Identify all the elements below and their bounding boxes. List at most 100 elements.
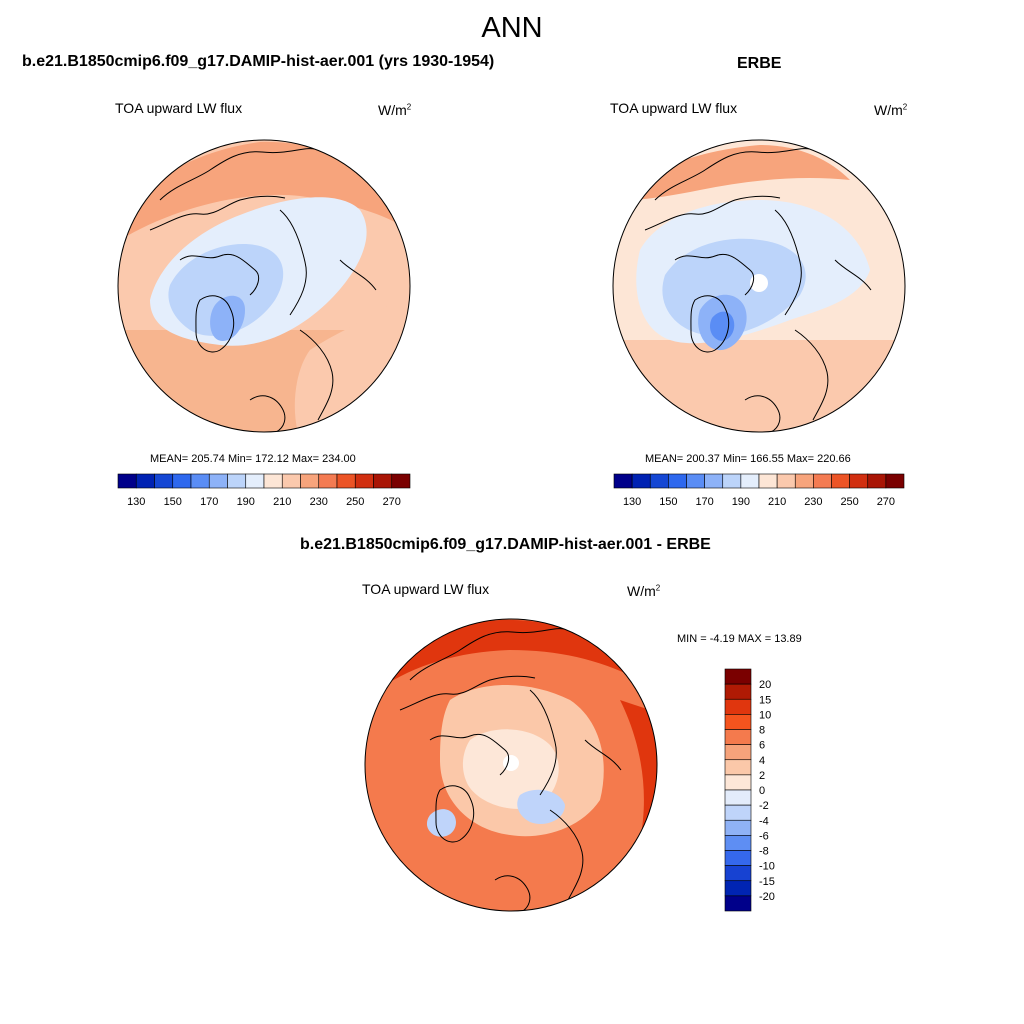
figure-title: ANN (481, 12, 543, 44)
colorbar-swatch (724, 835, 752, 851)
model-panel-title: b.e21.B1850cmip6.f09_g17.DAMIP-hist-aer.… (22, 53, 495, 70)
colorbar-swatch (117, 473, 137, 489)
colorbar-swatch (391, 473, 411, 489)
colorbar-swatch (794, 473, 814, 489)
colorbar-swatch (724, 819, 752, 836)
colorbar-tick-label: 130 (623, 496, 641, 508)
colorbar-swatch (373, 473, 393, 489)
colorbar-tick-label: 190 (237, 496, 255, 508)
colorbar-swatch (831, 473, 850, 489)
model-units: W/m2 (378, 102, 412, 118)
map-fill-negative-anomaly (426, 809, 456, 837)
colorbar-swatch (740, 473, 760, 489)
model-stats: MEAN= 205.74 Min= 172.12 Max= 234.00 (150, 453, 356, 465)
colorbar-swatch (722, 473, 742, 489)
colorbar-tick-label: 150 (164, 496, 182, 508)
colorbar-tick-label: 170 (695, 496, 713, 508)
obs-colorbar: 130 150 170 190 210 230 250 270 (613, 473, 905, 508)
diff-units: W/m2 (627, 583, 661, 599)
model-colorbar: 130 150 170 190 210 230 250 270 (117, 473, 411, 508)
colorbar-swatch (885, 473, 905, 489)
diff-coastlines (399, 628, 622, 911)
colorbar-swatch (300, 473, 320, 489)
colorbar-tick-label: 190 (732, 496, 750, 508)
colorbar-tick-label: -6 (759, 830, 769, 842)
map-fill-arctic-light (662, 238, 806, 336)
obs-pole-gap (750, 274, 768, 292)
obs-map-border (612, 139, 906, 433)
colorbar-tick-label: 8 (759, 725, 765, 737)
colorbar-tick-label: 210 (768, 496, 786, 508)
colorbar-swatch (724, 759, 752, 776)
colorbar-swatch (704, 473, 724, 489)
colorbar-swatch (724, 729, 752, 745)
map-fill-north-pacific (625, 145, 850, 200)
colorbar-swatch (172, 473, 192, 489)
colorbar-swatch (613, 473, 633, 489)
colorbar-tick-label: 15 (759, 694, 771, 706)
colorbar-swatch (649, 473, 669, 489)
model-map-border (117, 139, 411, 433)
colorbar-swatch (724, 895, 752, 912)
colorbar-swatch (281, 473, 301, 489)
colorbar-tick-label: 2 (759, 770, 765, 782)
colorbar-swatch (849, 473, 869, 489)
colorbar-tick-label: 230 (804, 496, 822, 508)
colorbar-tick-label: 10 (759, 709, 771, 721)
colorbar-tick-label: -4 (759, 815, 769, 827)
diff-variable-title: TOA upward LW flux (362, 581, 490, 597)
colorbar-tick-label: 150 (659, 496, 677, 508)
diff-stats: MIN = -4.19 MAX = 13.89 (677, 633, 802, 645)
colorbar-tick-label: 170 (200, 496, 218, 508)
diff-panel-title: b.e21.B1850cmip6.f09_g17.DAMIP-hist-aer.… (300, 536, 711, 553)
obs-variable-title: TOA upward LW flux (610, 100, 738, 116)
colorbar-swatch (724, 714, 752, 730)
colorbar-swatch (724, 804, 752, 821)
colorbar-swatch (631, 473, 651, 489)
map-fill-south (613, 340, 905, 432)
colorbar-tick-label: 0 (759, 785, 765, 797)
map-fill-north-pacific (120, 141, 408, 240)
colorbar-swatch (135, 473, 155, 489)
colorbar-swatch (724, 668, 752, 685)
colorbar-tick-label: 250 (840, 496, 858, 508)
colorbar-swatch (758, 473, 778, 489)
colorbar-tick-label: 6 (759, 740, 765, 752)
colorbar-tick-label: 210 (273, 496, 291, 508)
colorbar-swatch (813, 473, 832, 489)
obs-coastlines (644, 148, 872, 432)
colorbar-tick-label: 20 (759, 679, 771, 691)
colorbar-swatch (208, 473, 228, 489)
colorbar-swatch (724, 880, 752, 897)
colorbar-swatch (724, 683, 752, 700)
diff-pole-gap (503, 755, 519, 771)
colorbar-tick-label: -15 (759, 876, 775, 888)
colorbar-swatch (227, 473, 247, 489)
colorbar-swatch (336, 473, 356, 489)
map-fill-arctic-light (168, 244, 284, 336)
map-fill-negative-anomaly (517, 789, 565, 825)
colorbar-swatch (318, 473, 338, 489)
colorbar-swatch (776, 473, 796, 489)
colorbar-tick-label: -10 (759, 861, 775, 873)
colorbar-swatch (354, 473, 374, 489)
colorbar-tick-label: 130 (127, 496, 145, 508)
colorbar-tick-label: -2 (759, 800, 769, 812)
map-fill-greenland-blue (210, 295, 245, 341)
colorbar-swatch (724, 789, 752, 806)
colorbar-swatch (724, 865, 752, 882)
colorbar-swatch (263, 473, 283, 489)
colorbar-swatch (724, 774, 752, 791)
diff-map-border (364, 618, 658, 912)
colorbar-tick-label: 270 (877, 496, 895, 508)
colorbar-tick-label: 230 (310, 496, 328, 508)
colorbar-swatch (867, 473, 887, 489)
colorbar-swatch (668, 473, 687, 489)
colorbar-swatch (686, 473, 705, 489)
colorbar-swatch (724, 850, 752, 866)
colorbar-swatch (245, 473, 265, 489)
colorbar-swatch (724, 744, 752, 761)
model-variable-title: TOA upward LW flux (115, 100, 243, 116)
